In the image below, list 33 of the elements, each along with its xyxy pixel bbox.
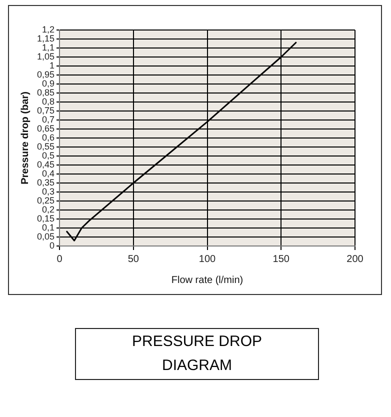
text: PRESSURE DROP DIAGRAM [75, 328, 319, 380]
x-tick-label: 100 [198, 254, 216, 265]
y-tick-label: 1,15 [36, 33, 55, 44]
y-tick-label: 0,15 [36, 213, 55, 224]
x-tick-label: 0 [56, 254, 63, 265]
y-tick-label: 0,35 [36, 177, 55, 188]
y-axis-title: Pressure drop (bar) [20, 92, 31, 184]
y-tick-label: 1,1 [42, 42, 55, 52]
y-tick-label: 0,9 [42, 78, 55, 88]
y-tick-label: 0,2 [42, 204, 55, 214]
y-tick-label: 0,6 [42, 132, 55, 142]
y-tick-label: 0,7 [42, 114, 55, 124]
y-tick-label: 0,55 [36, 141, 55, 152]
y-tick-label: 0,85 [36, 87, 55, 98]
y-tick-label: 0,8 [42, 96, 55, 106]
y-tick-label: 1,05 [36, 51, 55, 62]
y-tick-label: 0,25 [36, 195, 55, 206]
y-tick-label: 0 [50, 240, 55, 250]
x-tick-label: 150 [272, 254, 290, 265]
y-tick-label: 0,1 [42, 222, 55, 232]
y-tick-label: 0,95 [36, 69, 55, 80]
y-tick-label: 1 [50, 60, 55, 70]
y-tick-label: 0,3 [42, 186, 55, 196]
y-tick-label: 0,65 [36, 123, 55, 134]
y-tick-label: 0,75 [36, 105, 55, 116]
y-tick-label: 1,2 [42, 24, 55, 34]
y-tick-label: 0,45 [36, 159, 55, 170]
y-tick-label: 0,5 [42, 150, 55, 160]
x-tick-label: 50 [128, 254, 140, 265]
x-axis-title: Flow rate (l/min) [171, 274, 244, 286]
y-tick-label: 0,05 [36, 231, 55, 242]
x-tick-label: 200 [346, 254, 364, 265]
y-tick-label: 0,4 [42, 168, 55, 178]
